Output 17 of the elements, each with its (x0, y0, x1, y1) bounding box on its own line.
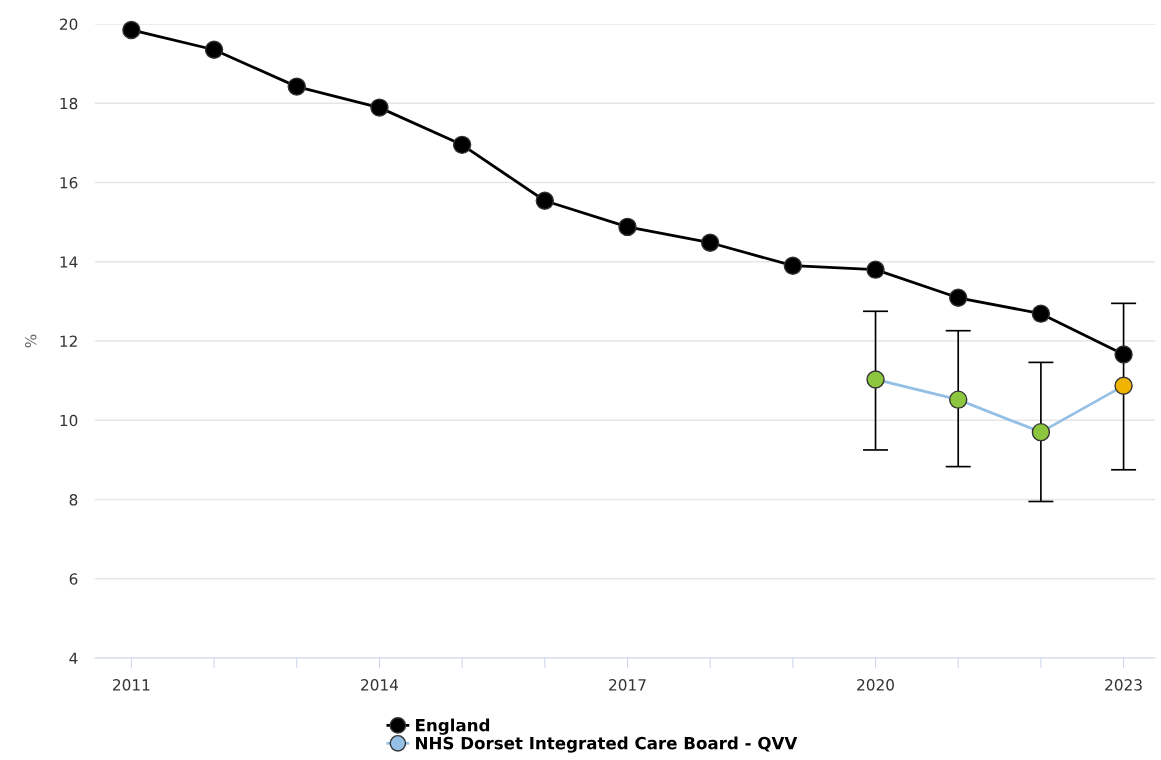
y-tick-label: 18 (60, 97, 78, 110)
y-tick-label: 14 (60, 256, 78, 268)
legend-label: England (416, 718, 490, 735)
y-tick-label: 12 (60, 335, 77, 347)
y-tick-label: 6 (69, 573, 78, 585)
y-tick-label: 20 (60, 18, 78, 31)
legend-label: NHS Dorset Integrated Care Board - QVV (416, 736, 798, 753)
y-axis-title: % (24, 334, 37, 348)
y-tick-label: 8 (69, 493, 78, 506)
x-tick-label: 2017 (609, 679, 646, 691)
y-tick-label: 4 (69, 652, 78, 664)
x-tick-label: 2020 (857, 679, 894, 691)
x-tick-label: 2023 (1105, 679, 1142, 691)
y-tick-label: 10 (60, 414, 78, 427)
x-tick-label: 2014 (361, 679, 399, 691)
x-tick-label: 2011 (113, 679, 150, 691)
y-tick-label: 16 (60, 176, 78, 189)
